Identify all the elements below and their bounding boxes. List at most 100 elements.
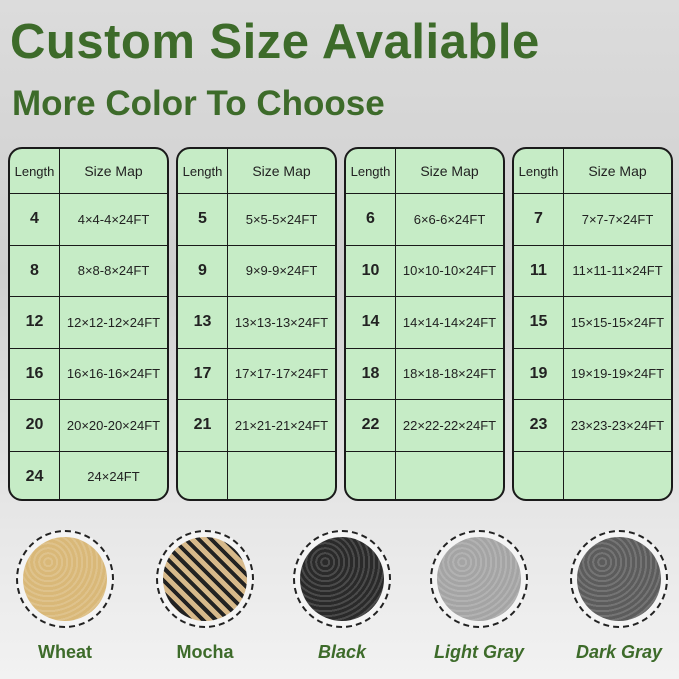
header-length: Length bbox=[10, 149, 60, 193]
color-swatch-wheat[interactable] bbox=[16, 530, 114, 628]
table-row: 5 5×5-5×24FT bbox=[178, 193, 335, 245]
size-cell: 24×24FT bbox=[87, 469, 140, 485]
length-cell: 13 bbox=[178, 297, 228, 348]
color-swatch-black[interactable] bbox=[293, 530, 391, 628]
table-row: 9 9×9-9×24FT bbox=[178, 244, 335, 296]
size-cell: 13×13-13×24FT bbox=[234, 314, 329, 330]
size-cell: 16×16-16×24FT bbox=[66, 366, 161, 382]
size-cell: 18×18-18×24FT bbox=[402, 366, 497, 382]
table-row: 16 16×16-16×24FT bbox=[10, 347, 167, 399]
table-row: 12 12×12-12×24FT bbox=[10, 296, 167, 348]
length-cell: 16 bbox=[10, 348, 60, 399]
size-table: Length Size Map 6 6×6-6×24FT 10 10×10-10×24FT… bbox=[344, 147, 505, 501]
length-cell: 22 bbox=[346, 400, 396, 451]
length-cell: 18 bbox=[346, 348, 396, 399]
color-swatch-mocha[interactable] bbox=[156, 530, 254, 628]
table-row: 8 8×8-8×24FT bbox=[10, 244, 167, 296]
length-cell bbox=[178, 451, 228, 499]
table-row: 15 15×15-15×24FT bbox=[514, 296, 671, 348]
table-row: 13 13×13-13×24FT bbox=[178, 296, 335, 348]
header-size-map: Size Map bbox=[420, 163, 479, 179]
color-label: Mocha bbox=[176, 642, 234, 662]
size-cell bbox=[396, 452, 503, 500]
table-row: 17 17×17-17×24FT bbox=[178, 347, 335, 399]
size-cell bbox=[564, 452, 671, 500]
size-cell: 11×11-11×24FT bbox=[572, 263, 663, 279]
size-cell: 15×15-15×24FT bbox=[570, 314, 665, 330]
color-swatch-light-gray[interactable] bbox=[430, 530, 528, 628]
table-row: 19 19×19-19×24FT bbox=[514, 347, 671, 399]
table-row: 21 21×21-21×24FT bbox=[178, 399, 335, 451]
length-cell: 12 bbox=[10, 297, 60, 348]
header-size-map: Size Map bbox=[84, 163, 143, 179]
color-label: Wheat bbox=[38, 642, 92, 662]
length-cell: 8 bbox=[10, 245, 60, 296]
table-header: Length Size Map bbox=[346, 149, 503, 193]
size-table: Length Size Map 5 5×5-5×24FT 9 9×9-9×24FT 13 13… bbox=[176, 147, 337, 501]
headline: Custom Size Avaliable bbox=[10, 15, 540, 69]
length-cell: 11 bbox=[514, 245, 564, 296]
length-cell: 19 bbox=[514, 348, 564, 399]
header-length: Length bbox=[346, 149, 396, 193]
table-row: 6 6×6-6×24FT bbox=[346, 193, 503, 245]
length-cell: 21 bbox=[178, 400, 228, 451]
table-row: 20 20×20-20×24FT bbox=[10, 399, 167, 451]
length-cell: 15 bbox=[514, 297, 564, 348]
length-cell: 23 bbox=[514, 400, 564, 451]
table-header: Length Size Map bbox=[10, 149, 167, 193]
length-cell: 6 bbox=[346, 194, 396, 245]
length-cell: 9 bbox=[178, 245, 228, 296]
length-cell bbox=[346, 451, 396, 499]
size-cell: 10×10-10×24FT bbox=[402, 263, 497, 279]
size-cell: 4×4-4×24FT bbox=[77, 211, 150, 227]
size-cell: 12×12-12×24FT bbox=[66, 314, 161, 330]
length-cell: 24 bbox=[10, 451, 60, 499]
size-table: Length Size Map 4 4×4-4×24FT 8 8×8-8×24FT 12 12… bbox=[8, 147, 169, 501]
length-cell: 7 bbox=[514, 194, 564, 245]
size-cell: 19×19-19×24FT bbox=[570, 366, 665, 382]
table-row bbox=[346, 450, 503, 500]
size-cell: 23×23-23×24FT bbox=[570, 417, 665, 433]
size-cell: 20×20-20×24FT bbox=[66, 417, 161, 433]
color-label: Dark Gray bbox=[575, 642, 663, 662]
size-cell: 17×17-17×24FT bbox=[234, 366, 329, 382]
length-cell: 10 bbox=[346, 245, 396, 296]
table-row: 4 4×4-4×24FT bbox=[10, 193, 167, 245]
header-size-map: Size Map bbox=[588, 163, 647, 179]
size-cell: 14×14-14×24FT bbox=[402, 314, 497, 330]
size-cell: 8×8-8×24FT bbox=[77, 263, 150, 279]
color-label: Black bbox=[317, 642, 367, 662]
size-cell bbox=[228, 452, 335, 500]
table-header: Length Size Map bbox=[514, 149, 671, 193]
header-size-map: Size Map bbox=[252, 163, 311, 179]
table-row: 18 18×18-18×24FT bbox=[346, 347, 503, 399]
size-cell: 7×7-7×24FT bbox=[581, 211, 654, 227]
size-cell: 22×22-22×24FT bbox=[402, 417, 497, 433]
length-cell: 5 bbox=[178, 194, 228, 245]
table-row: 10 10×10-10×24FT bbox=[346, 244, 503, 296]
table-row: 11 11×11-11×24FT bbox=[514, 244, 671, 296]
header-length: Length bbox=[514, 149, 564, 193]
header-length: Length bbox=[178, 149, 228, 193]
length-cell: 4 bbox=[10, 194, 60, 245]
color-swatch-dark-gray[interactable] bbox=[570, 530, 668, 628]
table-row: 22 22×22-22×24FT bbox=[346, 399, 503, 451]
length-cell: 17 bbox=[178, 348, 228, 399]
table-row: 14 14×14-14×24FT bbox=[346, 296, 503, 348]
size-cell: 5×5-5×24FT bbox=[245, 211, 318, 227]
table-row bbox=[514, 450, 671, 500]
table-row: 7 7×7-7×24FT bbox=[514, 193, 671, 245]
length-cell: 20 bbox=[10, 400, 60, 451]
table-row: 23 23×23-23×24FT bbox=[514, 399, 671, 451]
length-cell: 14 bbox=[346, 297, 396, 348]
table-row bbox=[178, 450, 335, 500]
color-label: Light Gray bbox=[433, 642, 524, 662]
table-row: 24 24×24FT bbox=[10, 450, 167, 499]
table-header: Length Size Map bbox=[178, 149, 335, 193]
size-table: Length Size Map 7 7×7-7×24FT 11 11×11-11×24FT… bbox=[512, 147, 673, 501]
size-cell: 6×6-6×24FT bbox=[413, 211, 486, 227]
size-cell: 21×21-21×24FT bbox=[234, 417, 329, 433]
size-cell: 9×9-9×24FT bbox=[245, 263, 318, 279]
subheadline: More Color To Choose bbox=[12, 84, 385, 123]
length-cell bbox=[514, 451, 564, 499]
